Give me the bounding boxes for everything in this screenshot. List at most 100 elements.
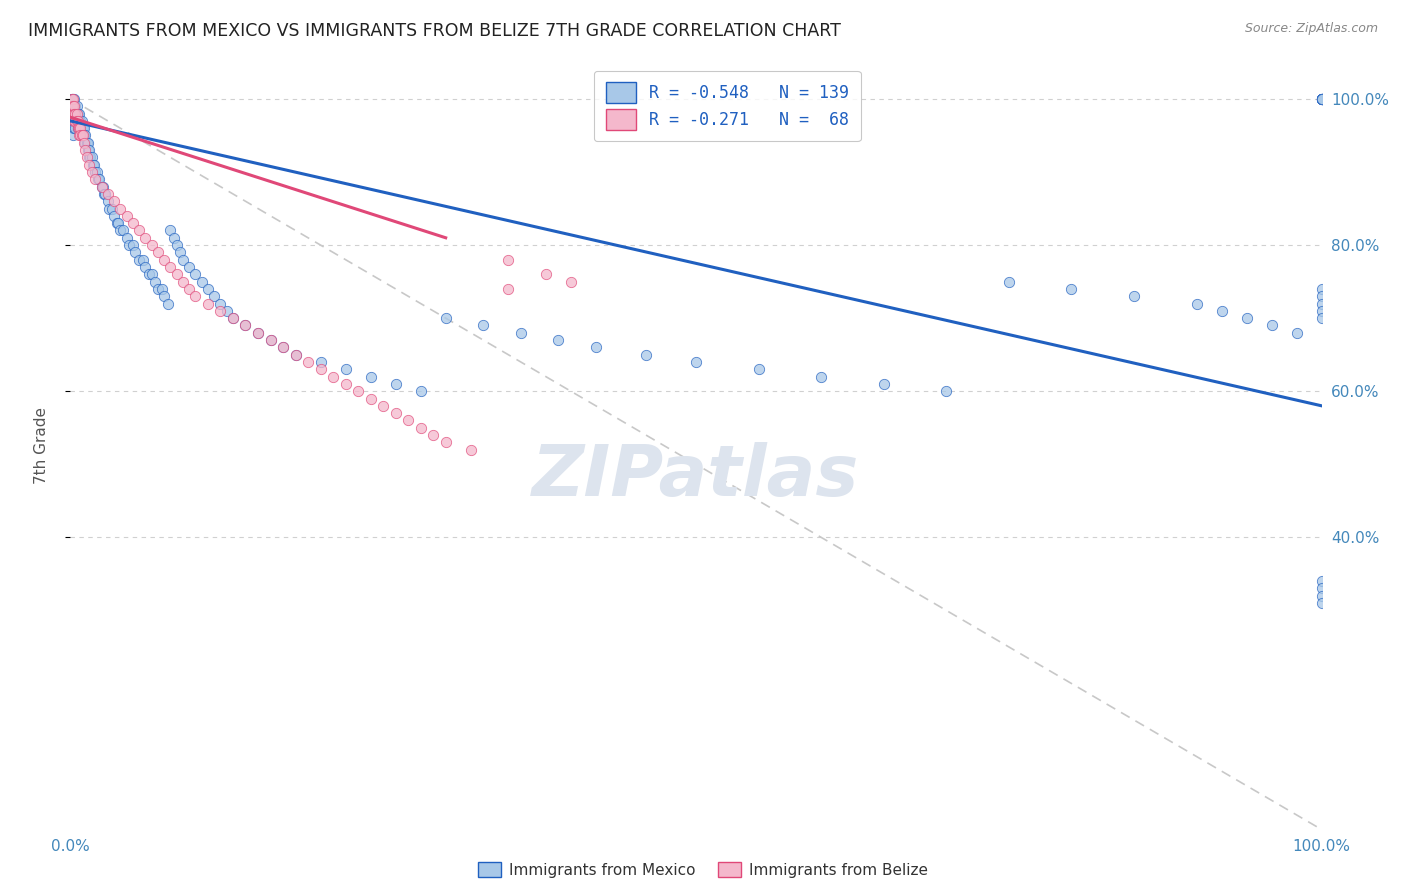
Immigrants from Mexico	[197, 282, 219, 296]
Immigrants from Mexico	[93, 186, 115, 201]
Immigrants from Mexico	[76, 136, 98, 150]
Immigrants from Belize	[80, 165, 103, 179]
Text: IMMIGRANTS FROM MEXICO VS IMMIGRANTS FROM BELIZE 7TH GRADE CORRELATION CHART: IMMIGRANTS FROM MEXICO VS IMMIGRANTS FRO…	[28, 22, 841, 40]
Immigrants from Mexico	[63, 99, 86, 113]
Immigrants from Belize	[460, 442, 482, 457]
Immigrants from Mexico	[202, 289, 225, 303]
Immigrants from Belize	[146, 245, 169, 260]
Immigrants from Mexico	[184, 268, 207, 282]
Immigrants from Belize	[97, 186, 120, 201]
Immigrants from Belize	[309, 362, 332, 376]
Immigrants from Mexico	[107, 216, 129, 230]
Immigrants from Belize	[360, 392, 382, 406]
Immigrants from Belize	[69, 121, 91, 136]
Immigrants from Belize	[222, 311, 245, 326]
Immigrants from Mexico	[271, 340, 294, 354]
Immigrants from Belize	[70, 128, 93, 143]
Immigrants from Mexico	[67, 106, 90, 120]
Immigrants from Mexico	[65, 121, 87, 136]
Immigrants from Mexico	[121, 238, 145, 252]
Immigrants from Mexico	[1310, 92, 1333, 106]
Immigrants from Belize	[235, 318, 257, 333]
Immigrants from Mexico	[87, 172, 110, 186]
Immigrants from Belize	[63, 99, 86, 113]
Immigrants from Belize	[84, 172, 107, 186]
Immigrants from Belize	[65, 114, 87, 128]
Immigrants from Mexico	[247, 326, 270, 340]
Immigrants from Belize	[103, 194, 125, 209]
Immigrants from Mexico	[1310, 596, 1333, 610]
Immigrants from Mexico	[63, 92, 86, 106]
Immigrants from Mexico	[65, 106, 87, 120]
Immigrants from Mexico	[1310, 92, 1333, 106]
Immigrants from Mexico	[60, 92, 83, 106]
Immigrants from Mexico	[97, 194, 120, 209]
Immigrants from Mexico	[60, 99, 83, 113]
Immigrants from Mexico	[1310, 303, 1333, 318]
Immigrants from Mexico	[141, 268, 163, 282]
Immigrants from Belize	[65, 106, 87, 120]
Immigrants from Mexico	[215, 303, 238, 318]
Immigrants from Belize	[371, 399, 394, 413]
Immigrants from Mexico	[409, 384, 432, 399]
Immigrants from Mexico	[172, 252, 194, 267]
Immigrants from Mexico	[65, 99, 87, 113]
Immigrants from Belize	[66, 121, 89, 136]
Immigrants from Belize	[166, 268, 188, 282]
Immigrants from Mexico	[1310, 92, 1333, 106]
Immigrants from Belize	[128, 223, 150, 237]
Immigrants from Mexico	[1310, 92, 1333, 106]
Legend: R = -0.548   N = 139, R = -0.271   N =  68: R = -0.548 N = 139, R = -0.271 N = 68	[593, 70, 860, 142]
Immigrants from Mexico	[309, 355, 332, 369]
Immigrants from Mexico	[190, 275, 212, 289]
Immigrants from Mexico	[509, 326, 531, 340]
Immigrants from Mexico	[1236, 311, 1258, 326]
Text: ZIPatlas: ZIPatlas	[533, 442, 859, 511]
Immigrants from Belize	[67, 128, 90, 143]
Immigrants from Belize	[76, 150, 98, 164]
Immigrants from Mexico	[73, 121, 96, 136]
Immigrants from Belize	[271, 340, 294, 354]
Immigrants from Mexico	[94, 186, 117, 201]
Immigrants from Belize	[396, 413, 419, 427]
Immigrants from Belize	[259, 333, 281, 347]
Immigrants from Mexico	[150, 282, 173, 296]
Immigrants from Mexico	[79, 150, 101, 164]
Immigrants from Belize	[197, 296, 219, 310]
Immigrants from Mexico	[63, 121, 86, 136]
Immigrants from Mexico	[66, 114, 89, 128]
Immigrants from Mexico	[1310, 92, 1333, 106]
Immigrants from Mexico	[77, 143, 100, 157]
Immigrants from Belize	[184, 289, 207, 303]
Immigrants from Mexico	[60, 106, 83, 120]
Immigrants from Mexico	[1310, 282, 1333, 296]
Immigrants from Mexico	[169, 245, 191, 260]
Immigrants from Mexico	[62, 106, 84, 120]
Immigrants from Mexico	[163, 231, 186, 245]
Immigrants from Belize	[498, 252, 520, 267]
Immigrants from Mexico	[60, 114, 83, 128]
Immigrants from Mexico	[62, 99, 84, 113]
Immigrants from Mexico	[1310, 311, 1333, 326]
Immigrants from Belize	[60, 99, 83, 113]
Immigrants from Belize	[560, 275, 582, 289]
Immigrants from Mexico	[222, 311, 245, 326]
Immigrants from Belize	[297, 355, 319, 369]
Immigrants from Mexico	[63, 114, 86, 128]
Immigrants from Belize	[62, 99, 84, 113]
Immigrants from Belize	[247, 326, 270, 340]
Immigrants from Mexico	[1260, 318, 1282, 333]
Immigrants from Mexico	[1285, 326, 1308, 340]
Immigrants from Mexico	[1211, 303, 1233, 318]
Immigrants from Mexico	[748, 362, 770, 376]
Immigrants from Mexico	[62, 128, 84, 143]
Immigrants from Mexico	[1060, 282, 1083, 296]
Immigrants from Belize	[63, 106, 86, 120]
Immigrants from Mexico	[63, 106, 86, 120]
Immigrants from Belize	[73, 136, 96, 150]
Immigrants from Mexico	[90, 179, 112, 194]
Immigrants from Mexico	[66, 121, 89, 136]
Immigrants from Mexico	[110, 223, 132, 237]
Immigrants from Belize	[322, 369, 344, 384]
Immigrants from Mexico	[105, 216, 128, 230]
